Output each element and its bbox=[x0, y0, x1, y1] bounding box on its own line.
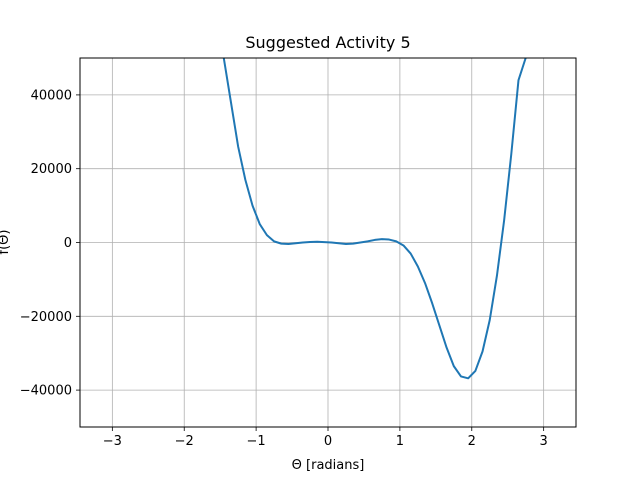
y-axis: −40000 −20000 0 20000 40000 bbox=[20, 88, 80, 399]
series-line bbox=[222, 58, 527, 380]
x-tick-label: 3 bbox=[540, 434, 548, 449]
y-tick-label: −40000 bbox=[20, 384, 72, 399]
x-tick-label: −1 bbox=[247, 434, 266, 449]
x-tick-label: −2 bbox=[175, 434, 194, 449]
y-tick-label: 20000 bbox=[31, 162, 72, 177]
x-axis: −3 −2 −1 0 1 2 3 bbox=[103, 427, 548, 449]
x-tick-label: 2 bbox=[468, 434, 476, 449]
y-tick-label: −20000 bbox=[20, 310, 72, 325]
chart-title: Suggested Activity 5 bbox=[245, 33, 410, 52]
x-axis-label: Θ [radians] bbox=[292, 458, 365, 473]
y-tick-label: 0 bbox=[64, 236, 72, 251]
series-layer bbox=[222, 58, 527, 380]
x-tick-label: 1 bbox=[396, 434, 404, 449]
x-tick-label: 0 bbox=[324, 434, 332, 449]
y-tick-label: 40000 bbox=[31, 88, 72, 103]
x-tick-label: −3 bbox=[103, 434, 122, 449]
y-axis-label: f(Θ) bbox=[0, 230, 12, 255]
